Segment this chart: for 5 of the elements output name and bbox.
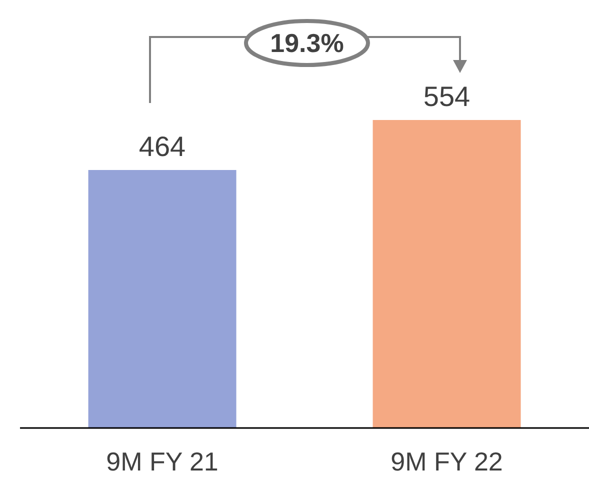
x-tick-label: 9M FY 21: [106, 446, 218, 476]
x-tick-label: 9M FY 22: [390, 446, 503, 476]
text: 19.3%: [270, 28, 344, 58]
data-label: 554: [423, 81, 470, 112]
data-label: 464: [138, 131, 186, 162]
